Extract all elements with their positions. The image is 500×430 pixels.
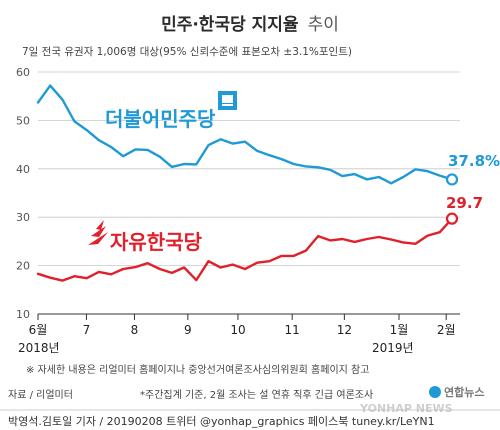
series-end-marker-liberty-korea <box>445 212 459 225</box>
yonhap-logo-icon <box>429 386 441 398</box>
y-tick-label-50: 50 <box>16 114 30 127</box>
x-tick-label-0: 6월 <box>29 323 48 337</box>
end-value-liberty-korea: 29.7 <box>446 194 483 212</box>
party-label-liberty-korea: 자유한국당 <box>88 220 203 254</box>
series-name-liberty-korea: 자유한국당 <box>110 230 203 254</box>
party-label-democratic: 더불어민주당 <box>105 91 237 131</box>
series-line-liberty-korea <box>36 217 454 282</box>
y-tick-label-30: 30 <box>16 211 30 224</box>
series-end-marker-democratic <box>445 173 459 186</box>
y-tick-label-40: 40 <box>16 163 30 176</box>
y-axis-ticks: 10 20 30 40 50 60 <box>16 66 30 321</box>
x-tick-label-8: 2월 <box>437 323 456 337</box>
series-layer <box>36 84 459 282</box>
year-label-2018: 2018년 <box>18 341 60 355</box>
source-label: 자료 / 리얼미터 <box>8 389 73 401</box>
year-label-2019: 2019년 <box>372 341 414 355</box>
x-tick-label-1: 7 <box>83 323 91 337</box>
chart-title-tail: 추이 <box>308 15 339 35</box>
y-tick-label-10: 10 <box>16 308 30 321</box>
yonhap-news-watermark: YONHAP NEWS <box>359 402 453 415</box>
series-line-democratic <box>36 84 454 185</box>
note-methodology: *주간집계 기준, 2월 조사는 설 연휴 직후 긴급 여론조사 <box>140 389 373 401</box>
note-reference: ※ 자세한 내용은 리얼미터 홈페이지나 중앙선거여론조사심의위원회 홈페이지 … <box>26 363 369 376</box>
x-axis-ticks: 6월 7 8 9 10 11 12 1월 2월 <box>29 314 456 337</box>
yonhap-logo: 연합뉴스 <box>429 385 484 399</box>
yonhap-logo-text: 연합뉴스 <box>444 385 484 399</box>
end-value-democratic: 37.8% <box>448 152 500 170</box>
liberty-korea-torch-icon <box>88 220 108 245</box>
x-tick-label-4: 10 <box>230 323 245 337</box>
x-tick-label-2: 8 <box>131 323 139 337</box>
series-name-democratic: 더불어민주당 <box>105 107 216 131</box>
x-tick-label-6: 12 <box>337 323 352 337</box>
gridlines <box>38 71 460 267</box>
y-tick-label-60: 60 <box>16 66 30 79</box>
chart-title-main: 민주·한국당 지지율 <box>161 15 299 35</box>
x-tick-label-5: 11 <box>285 323 300 337</box>
chart-title: 민주·한국당 지지율 추이 <box>161 15 339 35</box>
democratic-party-logo-icon <box>218 91 237 110</box>
chart-subtitle: 7일 전국 유권자 1,006명 대상(95% 신뢰수준에 표본오차 ±3.1%… <box>22 45 352 58</box>
x-tick-label-3: 9 <box>184 323 192 337</box>
x-tick-label-7: 1월 <box>390 323 409 337</box>
credit-line: 박영석.김토일 기자 / 20190208 트위터 @yonhap_graphi… <box>8 414 435 428</box>
y-tick-label-20: 20 <box>16 260 30 273</box>
